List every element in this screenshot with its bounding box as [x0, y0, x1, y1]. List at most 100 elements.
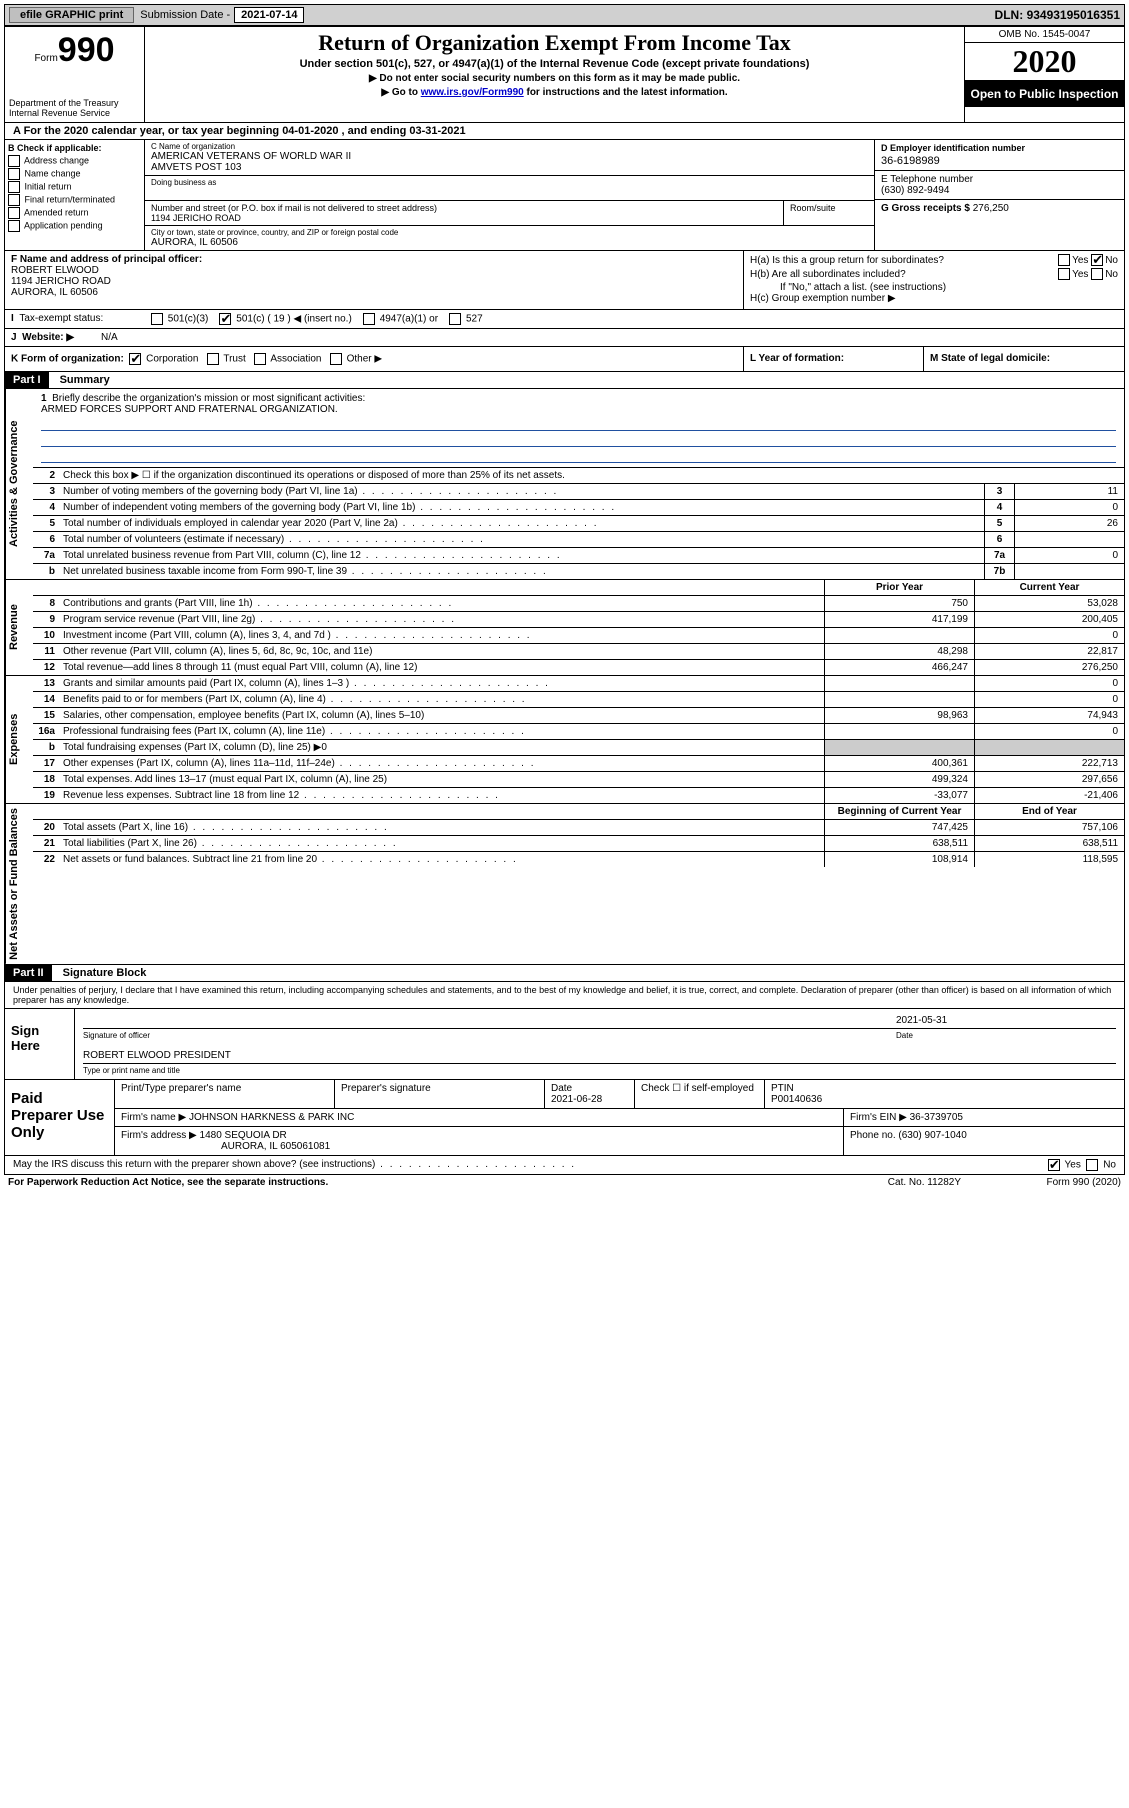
- perjury-declaration: Under penalties of perjury, I declare th…: [5, 982, 1124, 1008]
- ptin-value: P00140636: [771, 1094, 822, 1105]
- cb-amended[interactable]: Amended return: [8, 207, 141, 219]
- p9: 417,199: [824, 612, 974, 627]
- line-20: Total assets (Part X, line 16): [59, 820, 824, 835]
- c17: 222,713: [974, 756, 1124, 771]
- row-i-tax-exempt: I Tax-exempt status: 501(c)(3) 501(c) ( …: [4, 310, 1125, 329]
- suite-label: Room/suite: [790, 203, 868, 213]
- firm-addr-label: Firm's address ▶: [121, 1130, 197, 1141]
- page-footer: For Paperwork Reduction Act Notice, see …: [4, 1175, 1125, 1190]
- section-revenue: Revenue Prior YearCurrent Year 8Contribu…: [4, 580, 1125, 676]
- cb-527[interactable]: [449, 313, 461, 325]
- box-b: B Check if applicable: Address change Na…: [5, 140, 145, 250]
- cb-association[interactable]: [254, 353, 266, 365]
- hb-yes[interactable]: [1058, 268, 1070, 280]
- cb-4947[interactable]: [363, 313, 375, 325]
- omb-number: OMB No. 1545-0047: [965, 27, 1124, 43]
- dba-label: Doing business as: [151, 178, 868, 187]
- firm-name: JOHNSON HARKNESS & PARK INC: [189, 1112, 354, 1123]
- cb-corporation[interactable]: [129, 353, 141, 365]
- form-number: 990: [58, 31, 115, 69]
- c10: 0: [974, 628, 1124, 643]
- ha-no[interactable]: [1091, 254, 1103, 266]
- l-year-formation: L Year of formation:: [750, 353, 844, 364]
- hdr-curr: Current Year: [974, 580, 1124, 595]
- dept-treasury: Department of the Treasury Internal Reve…: [9, 98, 140, 118]
- vlabel-expenses: Expenses: [5, 676, 33, 803]
- line-2: Check this box ▶ ☐ if the organization d…: [59, 468, 1124, 483]
- part-ii-header: Part II Signature Block: [4, 965, 1125, 982]
- type-print-label: Type or print name and title: [83, 1066, 1116, 1075]
- principal-officer-label: F Name and address of principal officer:: [11, 254, 202, 265]
- p11: 48,298: [824, 644, 974, 659]
- hdr-end: End of Year: [974, 804, 1124, 819]
- ha-yes[interactable]: [1058, 254, 1070, 266]
- line-16b: Total fundraising expenses (Part IX, col…: [59, 740, 824, 755]
- vlabel-revenue: Revenue: [5, 580, 33, 675]
- line-9: Program service revenue (Part VIII, line…: [59, 612, 824, 627]
- cb-name-change[interactable]: Name change: [8, 168, 141, 180]
- c20: 757,106: [974, 820, 1124, 835]
- h-b-note: If "No," attach a list. (see instruction…: [750, 282, 1118, 293]
- section-governance: Activities & Governance 1 Briefly descri…: [4, 389, 1125, 580]
- block-fh: F Name and address of principal officer:…: [4, 251, 1125, 310]
- line-4: Number of independent voting members of …: [59, 500, 984, 515]
- block-bcd: B Check if applicable: Address change Na…: [4, 140, 1125, 251]
- c22: 118,595: [974, 852, 1124, 867]
- cb-address-change[interactable]: Address change: [8, 155, 141, 167]
- signature-officer-label: Signature of officer: [83, 1031, 896, 1040]
- cb-application-pending[interactable]: Application pending: [8, 220, 141, 232]
- firm-name-label: Firm's name ▶: [121, 1112, 186, 1123]
- open-to-public: Open to Public Inspection: [965, 81, 1124, 107]
- vlabel-governance: Activities & Governance: [5, 389, 33, 579]
- part-i-title: Summary: [52, 372, 118, 388]
- prep-date: 2021-06-28: [551, 1094, 602, 1105]
- efile-print-button[interactable]: efile GRAPHIC print: [9, 7, 134, 23]
- p16a: [824, 724, 974, 739]
- p8: 750: [824, 596, 974, 611]
- telephone-value: (630) 892-9494: [881, 185, 1118, 196]
- prep-sig-hdr: Preparer's signature: [335, 1080, 545, 1108]
- p17: 400,361: [824, 756, 974, 771]
- cb-initial-return[interactable]: Initial return: [8, 181, 141, 193]
- p20: 747,425: [824, 820, 974, 835]
- c19: -21,406: [974, 788, 1124, 803]
- phone-label: Phone no.: [850, 1130, 896, 1141]
- officer-addr2: AURORA, IL 60506: [11, 287, 737, 298]
- discuss-yes[interactable]: [1048, 1159, 1060, 1171]
- c16a: 0: [974, 724, 1124, 739]
- p10: [824, 628, 974, 643]
- cb-501c3[interactable]: [151, 313, 163, 325]
- hb-no[interactable]: [1091, 268, 1103, 280]
- website-label: Website: ▶: [22, 332, 74, 343]
- p18: 499,324: [824, 772, 974, 787]
- irs-form990-link[interactable]: www.irs.gov/Form990: [421, 87, 524, 98]
- p21: 638,511: [824, 836, 974, 851]
- val-5: 26: [1014, 516, 1124, 531]
- line-8: Contributions and grants (Part VIII, lin…: [59, 596, 824, 611]
- h-b-question: H(b) Are all subordinates included?: [750, 269, 1058, 280]
- cb-final-return[interactable]: Final return/terminated: [8, 194, 141, 206]
- header-center: Return of Organization Exempt From Incom…: [145, 27, 964, 122]
- line-15: Salaries, other compensation, employee b…: [59, 708, 824, 723]
- ssn-warning: ▶ Do not enter social security numbers o…: [148, 73, 961, 84]
- part-ii-title: Signature Block: [55, 965, 155, 981]
- org-name-label: C Name of organization: [151, 142, 868, 151]
- part-ii-bar: Part II: [5, 965, 52, 981]
- hdr-beginning: Beginning of Current Year: [824, 804, 974, 819]
- box-h: H(a) Is this a group return for subordin…: [744, 251, 1124, 309]
- cb-501c[interactable]: [219, 313, 231, 325]
- c8: 53,028: [974, 596, 1124, 611]
- officer-name: ROBERT ELWOOD: [11, 265, 737, 276]
- cb-trust[interactable]: [207, 353, 219, 365]
- discuss-no[interactable]: [1086, 1159, 1098, 1171]
- tax-period: A For the 2020 calendar year, or tax yea…: [4, 123, 1125, 140]
- submission-date-label: Submission Date -: [140, 9, 230, 21]
- row-j-website: J Website: ▶ N/A: [4, 329, 1125, 347]
- p22: 108,914: [824, 852, 974, 867]
- cb-other[interactable]: [330, 353, 342, 365]
- street-label: Number and street (or P.O. box if mail i…: [151, 203, 777, 213]
- form-id-footer: Form 990 (2020): [961, 1177, 1121, 1188]
- form-header: Form990 Department of the Treasury Inter…: [4, 26, 1125, 123]
- box-d: D Employer identification number 36-6198…: [874, 140, 1124, 250]
- line-10: Investment income (Part VIII, column (A)…: [59, 628, 824, 643]
